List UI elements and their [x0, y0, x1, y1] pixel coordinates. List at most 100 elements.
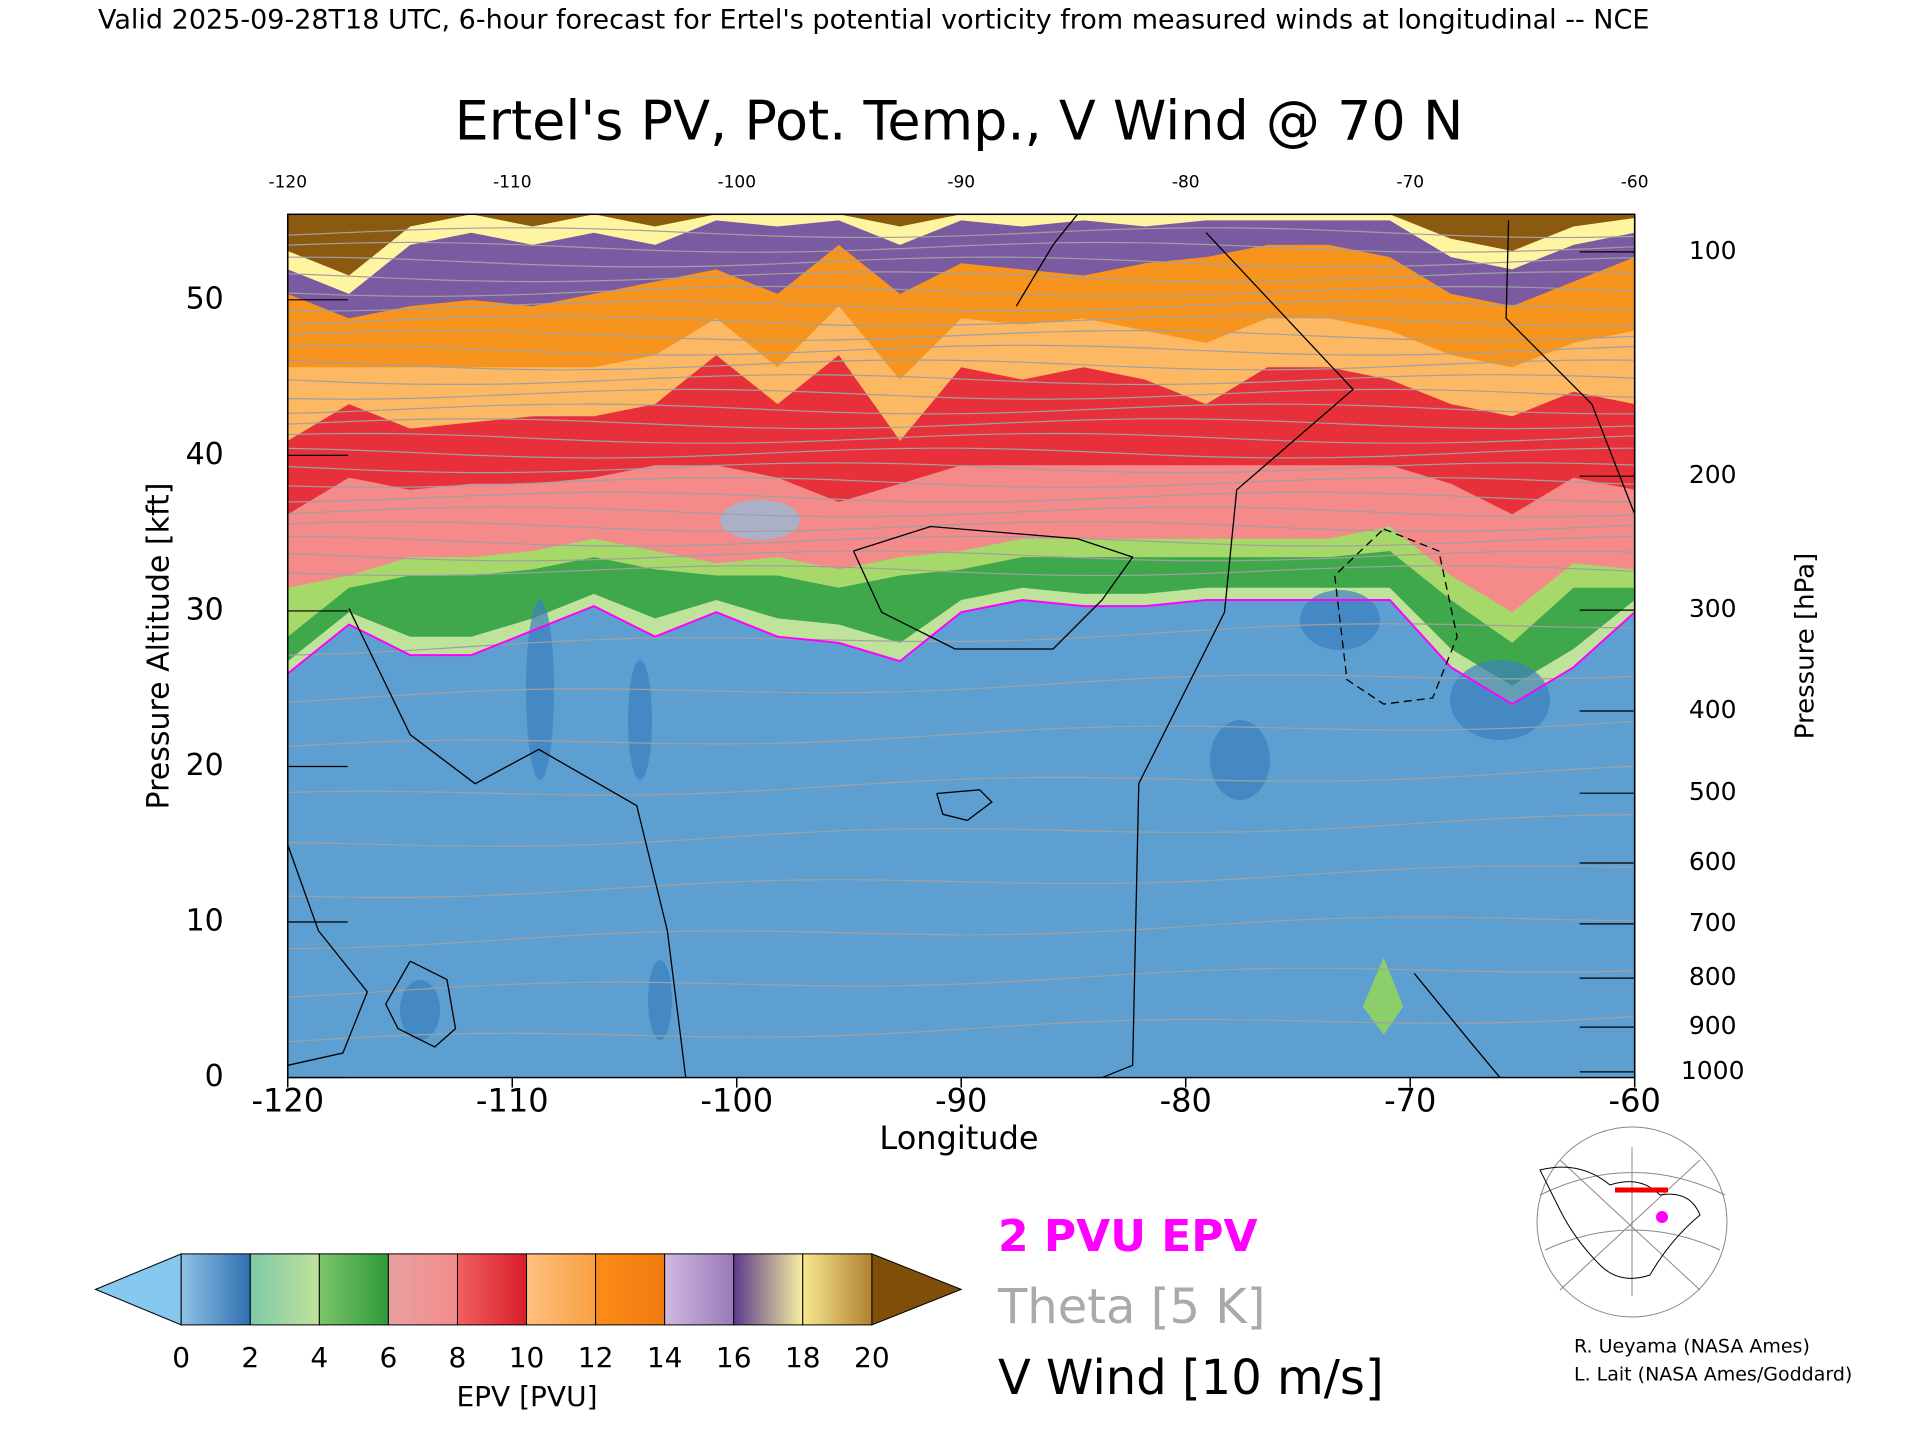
- x2-tick-label: -100: [717, 172, 756, 192]
- x-axis-label: Longitude: [879, 1119, 1038, 1157]
- theta-line: [287, 720, 1635, 748]
- theta-line: [287, 550, 1635, 562]
- colorbar-segment: [802, 1253, 873, 1326]
- x-tick-label: -60: [1609, 1082, 1661, 1120]
- wind-contour: [1505, 220, 1636, 515]
- axes: -120 -120 -110 -110 -100 -100 -90 -90 -80 -80 -70 -…: [186, 172, 1745, 1119]
- colorbar-tick-label: 16: [716, 1341, 752, 1374]
- y2-tick-label: 100: [1689, 236, 1737, 265]
- theta-line: [287, 476, 1635, 488]
- theta-line: [287, 1015, 1635, 1043]
- colorbar-tick-label: 2: [241, 1341, 259, 1374]
- wind-contour: [1015, 213, 1079, 307]
- x2-tick-label: -70: [1396, 172, 1424, 192]
- colorbar-tick-label: 8: [449, 1341, 467, 1374]
- colorbar-segment: [733, 1253, 804, 1326]
- wind-contour: [852, 525, 1134, 650]
- y2-tick-label: 900: [1689, 1011, 1737, 1040]
- x-tick-label: -110: [476, 1082, 549, 1120]
- map-coast: [1539, 1166, 1701, 1279]
- theta-line: [287, 520, 1635, 533]
- theta-line: [287, 506, 1635, 518]
- chart-title: Ertel's PV, Pot. Temp., V Wind @ 70 N: [455, 90, 1464, 153]
- theta-line: [287, 623, 1635, 656]
- y2-axis-label: Pressure [hPa]: [1791, 553, 1821, 740]
- x2-tick-label: -90: [947, 172, 975, 192]
- x2-tick-label: -80: [1172, 172, 1200, 192]
- y2-tick-label: 800: [1689, 962, 1737, 991]
- colorbar-tick-label: 20: [854, 1341, 890, 1374]
- theta-line: [287, 403, 1635, 415]
- map-circle: [1536, 1126, 1728, 1318]
- colorbar: 0 2 4 6 8 10 12 14 16 18 20: [94, 1253, 963, 1374]
- y-tick-label: 10: [186, 904, 224, 939]
- y2-tick-label: 1000: [1681, 1056, 1745, 1085]
- colorbar-over: [871, 1253, 963, 1326]
- field-fill: [526, 600, 554, 780]
- theta-line: [287, 565, 1635, 577]
- theta-line: [287, 447, 1635, 459]
- theta-line: [287, 388, 1635, 400]
- theta-line: [287, 432, 1635, 444]
- y-axis-label: Pressure Altitude [kft]: [142, 483, 177, 810]
- header: Valid 2025-09-28T18 UTC, 6-hour forecast…: [98, 5, 1649, 36]
- theta-line: [287, 329, 1635, 342]
- colorbar-segment: [249, 1253, 320, 1326]
- x2-tick-label: -120: [268, 172, 307, 192]
- pv-line: [287, 598, 1636, 706]
- y-tick-label: 30: [186, 592, 224, 627]
- y-tick-label: 50: [186, 281, 224, 316]
- theta-line: [287, 271, 1635, 283]
- map-site: [1656, 1211, 1668, 1223]
- y2-tick-label: 300: [1689, 594, 1737, 623]
- colorbar-under: [94, 1253, 182, 1326]
- theta-line: [287, 462, 1635, 474]
- theta-line: [287, 285, 1635, 297]
- colorbar-segment: [526, 1253, 597, 1326]
- theta-line: [287, 241, 1635, 253]
- colorbar-segment: [664, 1253, 735, 1326]
- colorbar-tick-label: 18: [785, 1341, 821, 1374]
- colorbar-tick-label: 0: [172, 1341, 190, 1374]
- x-tick-label: -90: [935, 1082, 987, 1120]
- colorbar-tick-label: 14: [647, 1341, 683, 1374]
- y2-tick-label: 200: [1689, 460, 1737, 489]
- colorbar-tick-label: 12: [578, 1341, 614, 1374]
- x-tick-label: -120: [251, 1082, 324, 1120]
- field-fill: [287, 600, 1635, 1078]
- field-fill: [400, 980, 440, 1040]
- legend-entry: Theta [5 K]: [997, 1279, 1266, 1335]
- colorbar-tick-label: 10: [509, 1341, 545, 1374]
- field-fill: [1210, 720, 1270, 800]
- theta-line: [287, 535, 1635, 547]
- field-fill: [648, 960, 672, 1040]
- field-fill: [1450, 660, 1550, 740]
- theta-line: [287, 344, 1635, 356]
- theta-line: [287, 315, 1635, 327]
- theta-line: [287, 359, 1635, 371]
- legend-entry: V Wind [10 m/s]: [998, 1350, 1384, 1406]
- x-tick-label: -80: [1160, 1082, 1212, 1120]
- colorbar-segment: [180, 1253, 251, 1326]
- x2-tick-label: -110: [493, 172, 532, 192]
- y-tick-label: 40: [186, 437, 224, 472]
- theta-line: [287, 227, 1635, 239]
- wind-contour: [348, 608, 687, 1078]
- field-fill: [628, 660, 652, 780]
- field-fill: [720, 500, 800, 540]
- legend: 2 PVU EPV Theta [5 K] V Wind [10 m/s]: [997, 1211, 1384, 1406]
- theta-line: [287, 765, 1635, 796]
- wind-contour: [1334, 528, 1458, 705]
- colorbar-segment: [595, 1253, 666, 1326]
- theta-line: [287, 418, 1635, 430]
- locator-map: [1536, 1126, 1728, 1318]
- wind-contour: [936, 789, 993, 822]
- x-tick-label: -100: [700, 1082, 773, 1120]
- y2-tick-label: 500: [1689, 777, 1737, 806]
- credit: L. Lait (NASA Ames/Goddard): [1574, 1364, 1852, 1386]
- wind-contour: [384, 960, 457, 1048]
- colorbar-tick-label: 4: [310, 1341, 328, 1374]
- colorbar-segment: [318, 1253, 389, 1326]
- legend-entry: 2 PVU EPV: [998, 1211, 1258, 1262]
